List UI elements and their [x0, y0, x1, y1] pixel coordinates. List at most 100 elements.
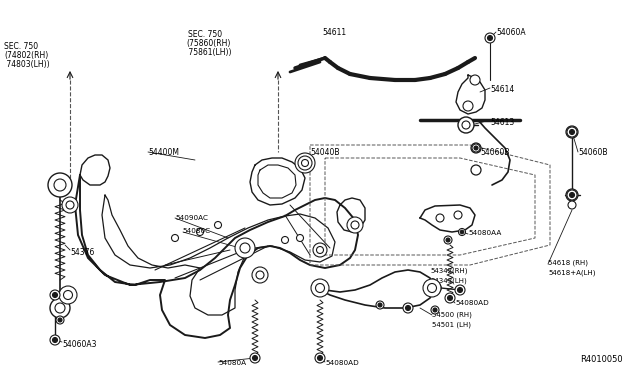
Circle shape	[568, 201, 576, 209]
Text: (75860(RH): (75860(RH)	[186, 39, 230, 48]
Circle shape	[52, 292, 58, 298]
Circle shape	[458, 288, 463, 292]
Circle shape	[458, 228, 465, 235]
Circle shape	[54, 179, 66, 191]
Text: (74802(RH): (74802(RH)	[4, 51, 48, 60]
Text: 54090AC: 54090AC	[175, 215, 208, 221]
Text: 54618+A(LH): 54618+A(LH)	[548, 270, 595, 276]
Circle shape	[406, 305, 410, 311]
Text: 54080C: 54080C	[182, 228, 210, 234]
Circle shape	[313, 243, 327, 257]
Circle shape	[471, 143, 481, 153]
Circle shape	[253, 356, 257, 360]
Circle shape	[447, 295, 452, 301]
Circle shape	[570, 192, 575, 198]
Text: 54060B: 54060B	[480, 148, 509, 157]
Text: 54500 (RH): 54500 (RH)	[432, 312, 472, 318]
Text: 54080AD: 54080AD	[455, 300, 489, 306]
Circle shape	[50, 290, 60, 300]
Circle shape	[436, 214, 444, 222]
Circle shape	[66, 201, 74, 209]
Circle shape	[455, 285, 465, 295]
Text: 54080AD: 54080AD	[325, 360, 359, 366]
Text: 54342(RH): 54342(RH)	[430, 268, 467, 275]
Circle shape	[50, 335, 60, 345]
Circle shape	[444, 236, 452, 244]
Text: R4010050: R4010050	[580, 355, 623, 364]
Circle shape	[403, 303, 413, 313]
Circle shape	[55, 303, 65, 313]
Circle shape	[311, 279, 329, 297]
Circle shape	[470, 75, 480, 85]
Circle shape	[52, 337, 58, 343]
Circle shape	[58, 318, 62, 322]
Circle shape	[196, 228, 204, 235]
Circle shape	[317, 247, 323, 253]
Circle shape	[351, 221, 359, 229]
Circle shape	[214, 221, 221, 228]
Text: 54060A: 54060A	[496, 28, 525, 37]
Circle shape	[463, 101, 473, 111]
Circle shape	[471, 165, 481, 175]
Circle shape	[62, 197, 78, 213]
Circle shape	[376, 301, 384, 309]
Text: 54618 (RH): 54618 (RH)	[548, 260, 588, 266]
Circle shape	[50, 298, 70, 318]
Circle shape	[566, 126, 578, 138]
Text: 75861(LH)): 75861(LH))	[186, 48, 232, 57]
Circle shape	[378, 303, 382, 307]
Circle shape	[252, 267, 268, 283]
Text: 54501 (LH): 54501 (LH)	[432, 322, 471, 328]
Text: 74803(LH)): 74803(LH))	[4, 60, 50, 69]
Text: 54400M: 54400M	[148, 148, 179, 157]
Circle shape	[429, 282, 441, 294]
Text: 54040B: 54040B	[310, 148, 339, 157]
Circle shape	[454, 211, 462, 219]
Text: 54613: 54613	[490, 118, 515, 127]
Circle shape	[423, 279, 441, 297]
Circle shape	[428, 283, 436, 292]
Text: 54376: 54376	[70, 248, 94, 257]
Circle shape	[172, 234, 179, 241]
Circle shape	[431, 306, 439, 314]
Circle shape	[282, 237, 289, 244]
Circle shape	[433, 308, 437, 312]
Circle shape	[446, 238, 450, 242]
Circle shape	[474, 146, 478, 150]
Circle shape	[567, 190, 577, 200]
Text: 54614: 54614	[490, 85, 515, 94]
Circle shape	[567, 127, 577, 137]
Circle shape	[59, 286, 77, 304]
Circle shape	[63, 291, 72, 299]
Text: 54080AA: 54080AA	[468, 230, 501, 236]
Text: SEC. 750: SEC. 750	[4, 42, 38, 51]
Circle shape	[485, 33, 495, 43]
Circle shape	[316, 283, 324, 292]
Circle shape	[56, 316, 64, 324]
Circle shape	[298, 156, 312, 170]
Circle shape	[315, 353, 325, 363]
Circle shape	[458, 117, 474, 133]
Text: 54060A3: 54060A3	[62, 340, 97, 349]
Circle shape	[48, 173, 72, 197]
Circle shape	[301, 160, 308, 167]
Circle shape	[566, 189, 578, 201]
Circle shape	[296, 234, 303, 241]
Circle shape	[445, 293, 455, 303]
Text: SEC. 750: SEC. 750	[188, 30, 222, 39]
Text: 54060B: 54060B	[578, 148, 607, 157]
Circle shape	[250, 353, 260, 363]
Circle shape	[240, 243, 250, 253]
Circle shape	[462, 121, 470, 129]
Circle shape	[317, 356, 323, 360]
Circle shape	[460, 230, 464, 234]
Circle shape	[235, 238, 255, 258]
Circle shape	[295, 153, 315, 173]
Circle shape	[347, 217, 363, 233]
Circle shape	[570, 129, 575, 135]
Circle shape	[256, 271, 264, 279]
Text: 54080A: 54080A	[218, 360, 246, 366]
Text: 54611: 54611	[322, 28, 346, 37]
Text: 54343(LH): 54343(LH)	[430, 278, 467, 285]
Circle shape	[488, 35, 493, 41]
